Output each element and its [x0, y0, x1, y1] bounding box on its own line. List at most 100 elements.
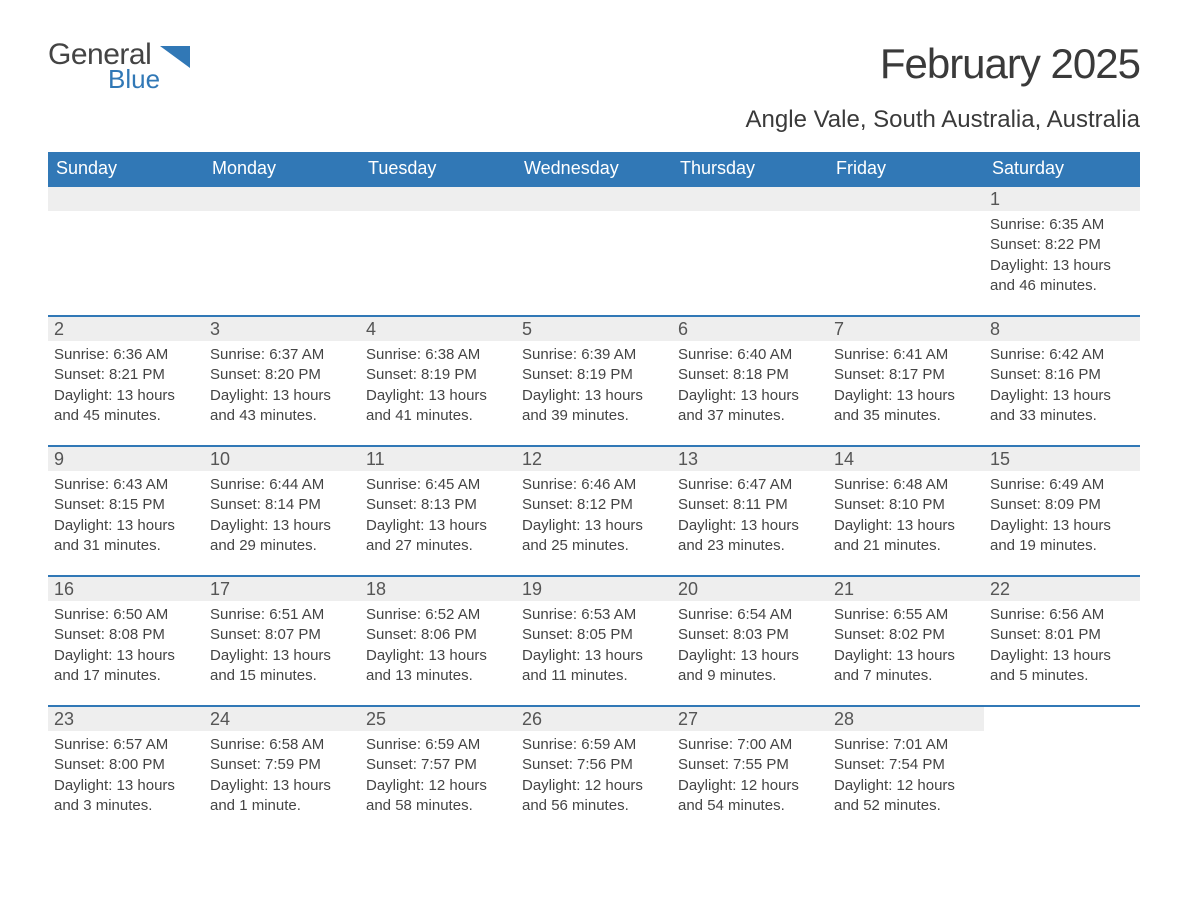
empty-day-strip — [48, 187, 204, 211]
day-cell: 17Sunrise: 6:51 AMSunset: 8:07 PMDayligh… — [204, 577, 360, 703]
day-body: Sunrise: 6:42 AMSunset: 8:16 PMDaylight:… — [984, 341, 1140, 434]
day-cell: 14Sunrise: 6:48 AMSunset: 8:10 PMDayligh… — [828, 447, 984, 573]
day-body: Sunrise: 6:57 AMSunset: 8:00 PMDaylight:… — [48, 731, 204, 824]
sunset-line: Sunset: 8:11 PM — [678, 495, 822, 515]
daylight-line: Daylight: 13 hours and 17 minutes. — [54, 646, 198, 687]
day-number: 5 — [516, 317, 672, 341]
day-cell: 8Sunrise: 6:42 AMSunset: 8:16 PMDaylight… — [984, 317, 1140, 443]
day-body: Sunrise: 6:52 AMSunset: 8:06 PMDaylight:… — [360, 601, 516, 694]
day-number: 27 — [672, 707, 828, 731]
sunset-line: Sunset: 8:19 PM — [366, 365, 510, 385]
week-row: 23Sunrise: 6:57 AMSunset: 8:00 PMDayligh… — [48, 705, 1140, 833]
day-body: Sunrise: 6:49 AMSunset: 8:09 PMDaylight:… — [984, 471, 1140, 564]
logo: General Blue — [48, 40, 190, 92]
daylight-line: Daylight: 13 hours and 1 minute. — [210, 776, 354, 817]
daylight-line: Daylight: 13 hours and 37 minutes. — [678, 386, 822, 427]
daylight-line: Daylight: 13 hours and 33 minutes. — [990, 386, 1134, 427]
sunset-line: Sunset: 8:01 PM — [990, 625, 1134, 645]
daylight-line: Daylight: 12 hours and 52 minutes. — [834, 776, 978, 817]
day-cell: 27Sunrise: 7:00 AMSunset: 7:55 PMDayligh… — [672, 707, 828, 833]
day-body: Sunrise: 6:38 AMSunset: 8:19 PMDaylight:… — [360, 341, 516, 434]
sunrise-line: Sunrise: 6:38 AM — [366, 345, 510, 365]
day-body: Sunrise: 6:59 AMSunset: 7:56 PMDaylight:… — [516, 731, 672, 824]
day-cell: 11Sunrise: 6:45 AMSunset: 8:13 PMDayligh… — [360, 447, 516, 573]
sunset-line: Sunset: 8:10 PM — [834, 495, 978, 515]
day-number: 11 — [360, 447, 516, 471]
day-number: 6 — [672, 317, 828, 341]
logo-blue-text: Blue — [108, 66, 160, 92]
sunrise-line: Sunrise: 6:45 AM — [366, 475, 510, 495]
daylight-line: Daylight: 13 hours and 39 minutes. — [522, 386, 666, 427]
sunset-line: Sunset: 8:15 PM — [54, 495, 198, 515]
day-number: 9 — [48, 447, 204, 471]
week-row: 2Sunrise: 6:36 AMSunset: 8:21 PMDaylight… — [48, 315, 1140, 443]
day-cell: 15Sunrise: 6:49 AMSunset: 8:09 PMDayligh… — [984, 447, 1140, 573]
day-body: Sunrise: 6:51 AMSunset: 8:07 PMDaylight:… — [204, 601, 360, 694]
day-cell: 12Sunrise: 6:46 AMSunset: 8:12 PMDayligh… — [516, 447, 672, 573]
day-number: 14 — [828, 447, 984, 471]
day-body: Sunrise: 6:48 AMSunset: 8:10 PMDaylight:… — [828, 471, 984, 564]
sunrise-line: Sunrise: 6:47 AM — [678, 475, 822, 495]
day-cell: 20Sunrise: 6:54 AMSunset: 8:03 PMDayligh… — [672, 577, 828, 703]
day-number: 21 — [828, 577, 984, 601]
sunset-line: Sunset: 8:21 PM — [54, 365, 198, 385]
sunset-line: Sunset: 8:14 PM — [210, 495, 354, 515]
day-cell: 1Sunrise: 6:35 AMSunset: 8:22 PMDaylight… — [984, 187, 1140, 313]
sunset-line: Sunset: 7:59 PM — [210, 755, 354, 775]
day-cell: 10Sunrise: 6:44 AMSunset: 8:14 PMDayligh… — [204, 447, 360, 573]
day-number: 13 — [672, 447, 828, 471]
sunset-line: Sunset: 7:54 PM — [834, 755, 978, 775]
day-cell: 5Sunrise: 6:39 AMSunset: 8:19 PMDaylight… — [516, 317, 672, 443]
day-cell: 9Sunrise: 6:43 AMSunset: 8:15 PMDaylight… — [48, 447, 204, 573]
weekday-header-row: SundayMondayTuesdayWednesdayThursdayFrid… — [48, 152, 1140, 185]
day-body: Sunrise: 6:43 AMSunset: 8:15 PMDaylight:… — [48, 471, 204, 564]
sunset-line: Sunset: 8:09 PM — [990, 495, 1134, 515]
day-body: Sunrise: 6:39 AMSunset: 8:19 PMDaylight:… — [516, 341, 672, 434]
sunrise-line: Sunrise: 6:37 AM — [210, 345, 354, 365]
sunrise-line: Sunrise: 6:56 AM — [990, 605, 1134, 625]
day-body: Sunrise: 6:44 AMSunset: 8:14 PMDaylight:… — [204, 471, 360, 564]
day-number: 16 — [48, 577, 204, 601]
sunrise-line: Sunrise: 6:44 AM — [210, 475, 354, 495]
day-cell — [984, 707, 1140, 833]
week-row: 9Sunrise: 6:43 AMSunset: 8:15 PMDaylight… — [48, 445, 1140, 573]
sunset-line: Sunset: 8:03 PM — [678, 625, 822, 645]
sunrise-line: Sunrise: 6:52 AM — [366, 605, 510, 625]
sunrise-line: Sunrise: 6:40 AM — [678, 345, 822, 365]
daylight-line: Daylight: 13 hours and 35 minutes. — [834, 386, 978, 427]
day-cell: 6Sunrise: 6:40 AMSunset: 8:18 PMDaylight… — [672, 317, 828, 443]
day-body: Sunrise: 7:01 AMSunset: 7:54 PMDaylight:… — [828, 731, 984, 824]
day-body: Sunrise: 6:35 AMSunset: 8:22 PMDaylight:… — [984, 211, 1140, 304]
day-cell — [48, 187, 204, 313]
day-cell: 22Sunrise: 6:56 AMSunset: 8:01 PMDayligh… — [984, 577, 1140, 703]
sunrise-line: Sunrise: 6:57 AM — [54, 735, 198, 755]
sunrise-line: Sunrise: 6:46 AM — [522, 475, 666, 495]
day-body: Sunrise: 6:37 AMSunset: 8:20 PMDaylight:… — [204, 341, 360, 434]
sunset-line: Sunset: 8:06 PM — [366, 625, 510, 645]
day-body: Sunrise: 6:50 AMSunset: 8:08 PMDaylight:… — [48, 601, 204, 694]
day-cell: 19Sunrise: 6:53 AMSunset: 8:05 PMDayligh… — [516, 577, 672, 703]
weekday-label: Saturday — [984, 152, 1140, 185]
sunrise-line: Sunrise: 6:58 AM — [210, 735, 354, 755]
day-number: 28 — [828, 707, 984, 731]
sunset-line: Sunset: 8:08 PM — [54, 625, 198, 645]
day-number: 25 — [360, 707, 516, 731]
weekday-label: Tuesday — [360, 152, 516, 185]
sunset-line: Sunset: 8:05 PM — [522, 625, 666, 645]
logo-triangle-icon — [160, 46, 190, 68]
sunset-line: Sunset: 8:00 PM — [54, 755, 198, 775]
day-cell: 4Sunrise: 6:38 AMSunset: 8:19 PMDaylight… — [360, 317, 516, 443]
day-number: 24 — [204, 707, 360, 731]
sunrise-line: Sunrise: 6:53 AM — [522, 605, 666, 625]
sunset-line: Sunset: 8:12 PM — [522, 495, 666, 515]
day-cell: 28Sunrise: 7:01 AMSunset: 7:54 PMDayligh… — [828, 707, 984, 833]
sunrise-line: Sunrise: 6:36 AM — [54, 345, 198, 365]
sunset-line: Sunset: 8:22 PM — [990, 235, 1134, 255]
day-number: 26 — [516, 707, 672, 731]
day-body: Sunrise: 6:54 AMSunset: 8:03 PMDaylight:… — [672, 601, 828, 694]
day-number: 12 — [516, 447, 672, 471]
sunrise-line: Sunrise: 6:41 AM — [834, 345, 978, 365]
sunrise-line: Sunrise: 6:48 AM — [834, 475, 978, 495]
day-number: 18 — [360, 577, 516, 601]
weekday-label: Friday — [828, 152, 984, 185]
